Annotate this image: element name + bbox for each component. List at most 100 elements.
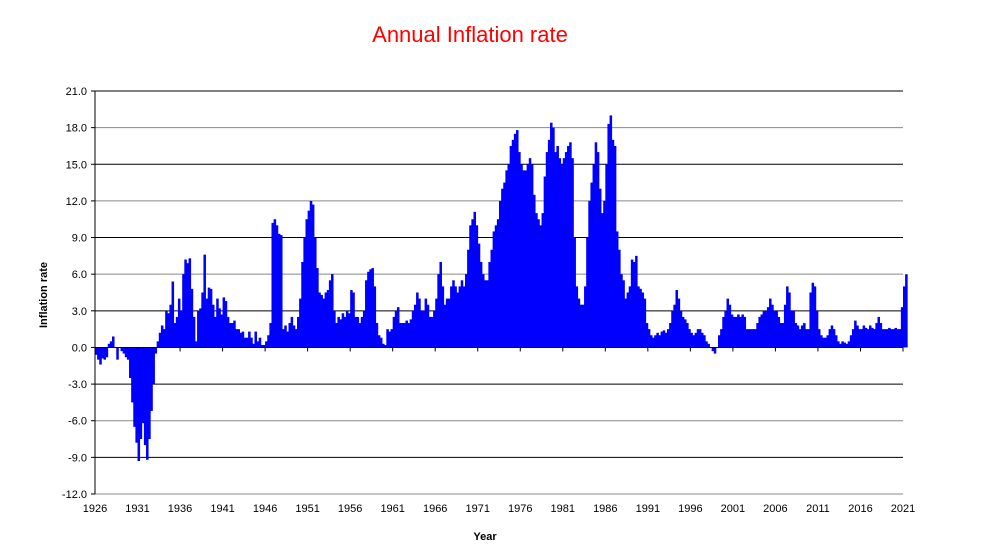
bar [528,158,532,348]
y-tick-label: 15.0 [66,159,87,171]
bar [539,225,542,348]
bar [866,329,870,348]
bar [384,345,387,348]
bar [537,219,540,348]
bar [669,323,672,348]
bar [339,319,343,348]
bar [188,258,192,348]
x-tick-label: 1951 [295,503,319,515]
bar [885,329,889,348]
bar [445,298,449,348]
bar [737,314,740,348]
bar [766,307,770,348]
bar [452,280,455,348]
bar [849,335,853,348]
bar [620,274,623,348]
bar [477,243,481,348]
bar [635,255,638,348]
bar [698,329,702,348]
y-tick-label: -9.0 [68,452,87,464]
bar [146,347,149,460]
bar [809,292,812,348]
bar [354,316,357,348]
bar [129,347,132,378]
bar [365,280,368,348]
bar [109,341,113,348]
bar [807,329,810,348]
bar [562,158,566,348]
bar [643,298,647,348]
bar [760,314,764,348]
bar [711,347,715,352]
bar [594,142,598,348]
bar [577,298,581,348]
bar [775,310,778,348]
bar [182,274,185,348]
y-tick-label: 0.0 [72,342,87,354]
bar [690,332,693,348]
bar [543,176,547,348]
bar [683,319,687,348]
bar [573,237,576,348]
bar [662,330,666,348]
bar [399,323,402,348]
x-tick-label: 2006 [763,503,787,515]
bar [101,347,104,359]
bar [679,310,683,348]
y-tick-label: 21.0 [66,86,87,98]
bar [305,219,309,348]
bar [507,164,511,348]
bar [622,280,625,348]
bar [441,286,445,348]
bar [148,347,151,440]
bar [422,310,425,348]
bar [341,313,345,348]
bar [875,323,878,348]
y-tick-label: 12.0 [66,196,87,208]
bar [658,335,661,348]
bar [486,280,489,348]
bar [437,274,440,348]
bar [220,314,223,348]
bar [526,164,530,348]
x-tick-label: 1976 [508,503,532,515]
bar [333,310,336,348]
bar [137,347,141,462]
bar [360,316,364,348]
bar [830,325,834,348]
bar [141,347,145,424]
bar [718,335,721,348]
bar [579,304,583,348]
bar [241,331,245,348]
bar [666,329,670,348]
bar [505,170,508,348]
bar [824,337,827,348]
bar [688,329,691,348]
bar [262,345,266,348]
bar [335,323,338,348]
bar [273,219,277,348]
bar [752,329,755,348]
bar [411,310,415,348]
bar [883,329,887,348]
x-tick-label: 2011 [806,503,830,515]
bar [847,341,851,348]
bar [197,310,200,348]
bar [845,343,849,348]
y-tick-label: 18.0 [66,123,87,135]
bar [192,316,196,348]
bar [258,337,262,348]
bar [615,231,619,348]
bar [732,316,736,348]
bar [792,310,795,348]
bar [854,320,857,348]
bar [362,310,366,348]
bar [488,261,491,348]
bar [564,152,568,348]
bar [660,331,664,348]
bar [237,329,240,348]
bar [294,329,298,348]
bar [703,335,706,348]
bar [673,304,676,348]
bar [558,158,562,348]
